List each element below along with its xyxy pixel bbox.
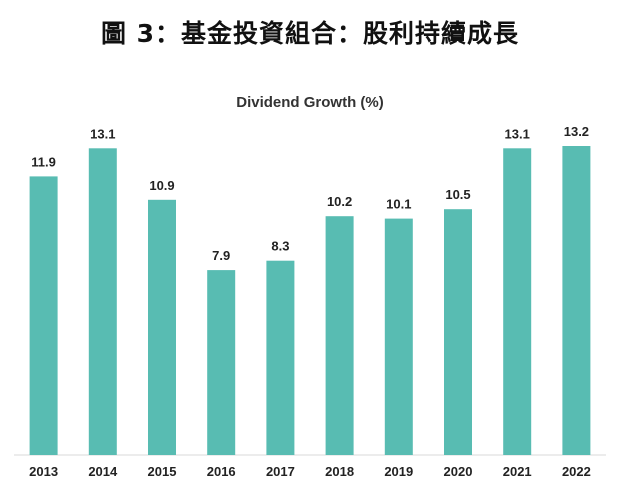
bar-2017 — [266, 260, 295, 455]
value-label-2020: 10.5 — [445, 187, 470, 202]
bar-2013 — [29, 176, 58, 455]
x-tick-label-2019: 2019 — [384, 464, 413, 479]
x-tick-label-2015: 2015 — [148, 464, 177, 479]
x-tick-label-2020: 2020 — [444, 464, 473, 479]
bars-group — [29, 146, 591, 456]
bar-2015 — [148, 199, 176, 455]
x-tick-labels-group: 2013 2014 2015 2016 2017 2018 2019 2020 2021 2022 — [29, 464, 591, 479]
bar-2016 — [207, 270, 236, 455]
value-label-2021: 13.1 — [505, 126, 530, 141]
page-title: 圖 3：基金投資組合：股利持續成長 — [100, 19, 520, 48]
value-label-2019: 10.1 — [386, 197, 411, 212]
x-tick-label-2018: 2018 — [325, 464, 354, 479]
x-tick-label-2017: 2017 — [266, 464, 295, 479]
bar-2020 — [444, 209, 472, 455]
x-tick-label-2021: 2021 — [503, 464, 532, 479]
bar-2021 — [503, 148, 532, 456]
value-label-2022: 13.2 — [564, 124, 589, 139]
chart-title: Dividend Growth (%) — [236, 94, 384, 111]
x-tick-label-2022: 2022 — [562, 464, 591, 479]
value-label-2013: 11.9 — [31, 154, 56, 169]
bar-2018 — [325, 216, 354, 455]
bar-2014 — [88, 148, 117, 456]
bar-2022 — [562, 146, 591, 455]
value-label-2017: 8.3 — [271, 239, 289, 254]
x-tick-label-2016: 2016 — [207, 464, 236, 479]
value-label-2016: 7.9 — [212, 248, 230, 263]
value-labels-group: 11.9 13.1 10.9 7.9 8.3 10.2 10.1 10.5 13.1 13.2 — [31, 124, 589, 263]
x-tick-label-2013: 2013 — [29, 464, 58, 479]
value-label-2014: 13.1 — [90, 126, 115, 141]
value-label-2015: 10.9 — [149, 178, 174, 193]
bar-2019 — [384, 218, 413, 455]
value-label-2018: 10.2 — [327, 194, 352, 209]
x-tick-label-2014: 2014 — [88, 464, 118, 479]
